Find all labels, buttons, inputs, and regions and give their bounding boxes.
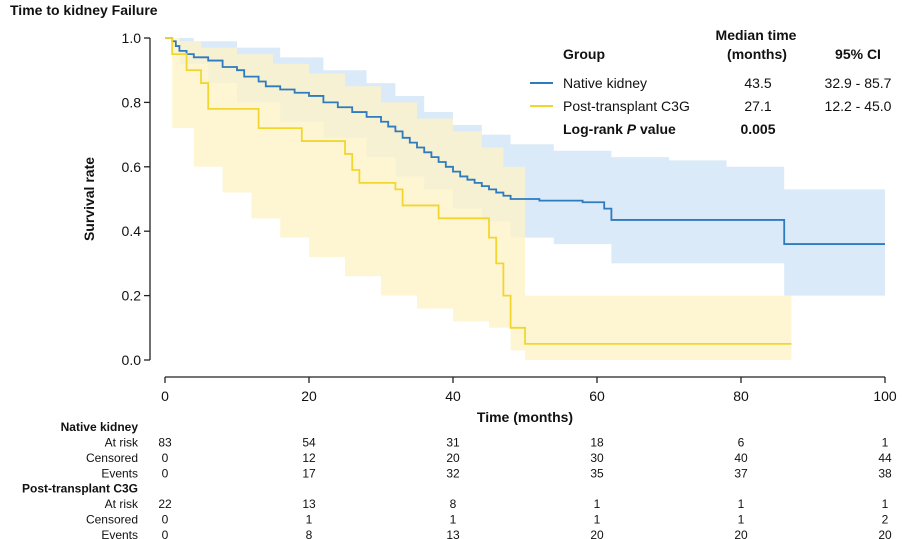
logrank-value: 0.005 (740, 121, 775, 137)
legend-header-median-unit: (months) (727, 46, 787, 62)
y-tick-label: 0.0 (122, 352, 142, 368)
risk-cell: 31 (446, 436, 460, 450)
legend-label-post-transplant-c3g: Post-transplant C3G (563, 98, 690, 114)
risk-cell: 1 (882, 497, 889, 511)
risk-cell: 1 (594, 497, 601, 511)
logrank-label: Log-rank P value (563, 121, 676, 137)
x-tick-label: 40 (445, 388, 461, 404)
risk-cell: 0 (162, 467, 169, 481)
legend-header-group: Group (563, 46, 605, 62)
risk-cell: 6 (738, 436, 745, 450)
risk-cell: 38 (878, 467, 892, 481)
risk-cell: 12 (302, 451, 316, 465)
y-tick-label: 0.8 (122, 94, 142, 110)
risk-cell: 20 (878, 528, 892, 539)
risk-cell: 1 (594, 513, 601, 527)
x-tick-label: 80 (733, 388, 749, 404)
risk-cell: 0 (162, 528, 169, 539)
risk-cell: 40 (734, 451, 748, 465)
legend: Group Median time (months) 95% CI Native kid… (530, 27, 892, 137)
x-tick-label: 100 (873, 388, 897, 404)
risk-cell: 44 (878, 451, 892, 465)
risk-cell: 32 (446, 467, 460, 481)
risk-cell: 0 (162, 513, 169, 527)
legend-label-native-kidney: Native kidney (563, 75, 647, 91)
y-tick-label: 0.6 (122, 159, 142, 175)
risk-cell: 8 (306, 528, 313, 539)
x-tick-label: 20 (301, 388, 317, 404)
risk-cell: 8 (450, 497, 457, 511)
risk-row-label: Events (101, 467, 138, 481)
legend-ci-native-kidney: 32.9 - 85.7 (825, 75, 892, 91)
plot-area: 0.0 0.2 0.4 0.6 0.8 1.0 Survival rate 0 20 40 60 80… (81, 30, 897, 425)
legend-median-post-transplant-c3g: 27.1 (744, 98, 771, 114)
risk-row-label: Censored (86, 451, 138, 465)
risk-group-title: Native kidney (61, 420, 139, 434)
risk-cell: 18 (590, 436, 604, 450)
risk-cell: 20 (590, 528, 604, 539)
risk-row-label: At risk (105, 436, 139, 450)
risk-cell: 17 (302, 467, 316, 481)
risk-cell: 20 (734, 528, 748, 539)
survival-line-native-kidney (165, 37, 885, 245)
x-tick-label: 60 (589, 388, 605, 404)
risk-row-label: Censored (86, 513, 138, 527)
risk-cell: 37 (734, 467, 748, 481)
risk-row-label: At risk (105, 497, 139, 511)
chart-title: Time to kidney Failure (10, 2, 158, 18)
risk-cell: 30 (590, 451, 604, 465)
risk-cell: 54 (302, 436, 316, 450)
risk-cell: 1 (450, 513, 457, 527)
y-tick-label: 0.2 (122, 288, 142, 304)
risk-cell: 13 (446, 528, 460, 539)
legend-header-ci: 95% CI (835, 46, 881, 62)
legend-median-native-kidney: 43.5 (744, 75, 771, 91)
y-tick-label: 0.4 (122, 223, 142, 239)
risk-cell: 22 (158, 497, 172, 511)
legend-ci-post-transplant-c3g: 12.2 - 45.0 (825, 98, 892, 114)
y-axis-label: Survival rate (81, 157, 97, 241)
legend-header-median: Median time (716, 27, 797, 43)
risk-cell: 0 (162, 451, 169, 465)
risk-group-title: Post-transplant C3G (22, 482, 138, 496)
risk-cell: 1 (738, 497, 745, 511)
risk-cell: 1 (306, 513, 313, 527)
y-tick-label: 1.0 (122, 30, 142, 46)
risk-cell: 1 (882, 436, 889, 450)
risk-cell: 35 (590, 467, 604, 481)
risk-cell: 2 (882, 513, 889, 527)
risk-cell: 13 (302, 497, 316, 511)
ci-band-post-transplant-c3g (165, 38, 792, 360)
x-tick-label: 0 (161, 388, 169, 404)
risk-cell: 83 (158, 436, 172, 450)
x-axis-label: Time (months) (477, 409, 573, 425)
risk-cell: 20 (446, 451, 460, 465)
risk-cell: 1 (738, 513, 745, 527)
survival-line-post-transplant-c3g (165, 37, 792, 345)
risk-row-label: Events (101, 528, 138, 539)
